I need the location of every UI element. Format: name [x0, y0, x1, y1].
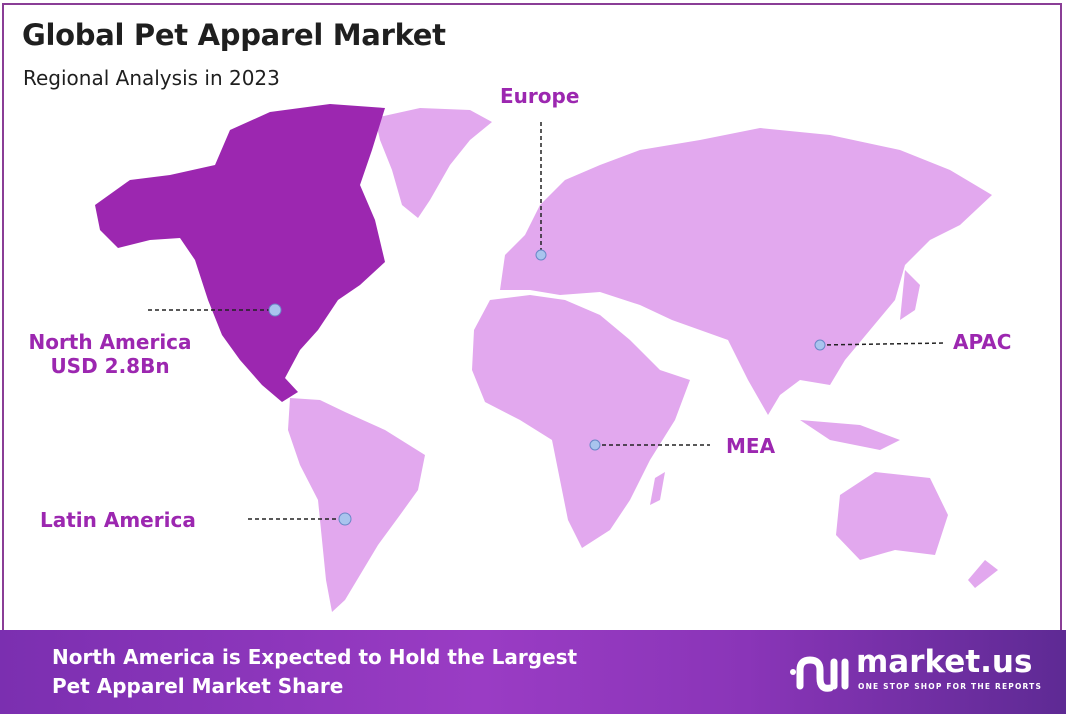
- footer-line-1: North America is Expected to Hold the La…: [52, 645, 578, 669]
- apac-label: APAC: [953, 330, 1012, 354]
- greenland-shape: [375, 108, 492, 218]
- south-america-shape: [288, 398, 425, 612]
- logo-tagline: ONE STOP SHOP FOR THE REPORTS: [858, 682, 1043, 691]
- japan-shape: [900, 270, 920, 320]
- world-map: [95, 104, 998, 612]
- mea-marker: [589, 439, 601, 451]
- africa-shape: [472, 295, 690, 548]
- europe-marker: [535, 249, 547, 261]
- north-america-label: North America USD 2.8Bn: [16, 330, 204, 378]
- footer-text: North America is Expected to Hold the La…: [52, 643, 577, 701]
- mea-label: MEA: [726, 434, 776, 458]
- page-title: Global Pet Apparel Market: [22, 18, 446, 52]
- north-america-marker: [268, 303, 282, 317]
- madagascar-shape: [650, 472, 665, 505]
- new-zealand-shape: [968, 560, 998, 588]
- market-us-logo: market.us ONE STOP SHOP FOR THE REPORTS: [790, 644, 1043, 698]
- australia-shape: [836, 472, 948, 560]
- latin-america-marker: [338, 512, 352, 526]
- footer-banner: North America is Expected to Hold the La…: [0, 630, 1066, 714]
- north-america-shape: [95, 104, 385, 402]
- europe-label: Europe: [500, 84, 580, 108]
- eurasia-shape: [500, 128, 992, 415]
- indonesia-shape: [800, 420, 900, 450]
- apac-marker: [814, 339, 826, 351]
- north-america-value: USD 2.8Bn: [50, 354, 170, 378]
- north-america-name: North America: [28, 330, 192, 354]
- latin-america-label: Latin America: [40, 508, 196, 532]
- page-subtitle: Regional Analysis in 2023: [23, 66, 280, 90]
- logo-mark-icon: [790, 656, 849, 692]
- logo-wordmark: market.us: [856, 644, 1033, 680]
- footer-line-2: Pet Apparel Market Share: [52, 674, 344, 698]
